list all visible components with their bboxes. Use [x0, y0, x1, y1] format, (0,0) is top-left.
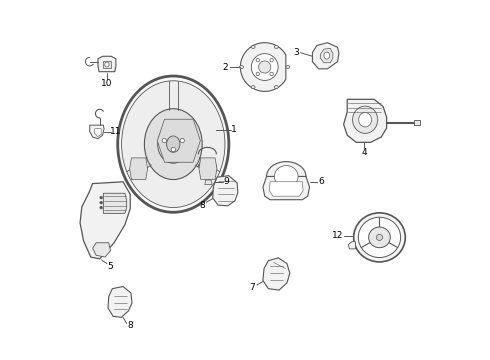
Ellipse shape: [167, 136, 180, 152]
Text: 8: 8: [127, 321, 133, 330]
Polygon shape: [199, 158, 217, 179]
Ellipse shape: [256, 72, 260, 76]
Polygon shape: [263, 176, 310, 200]
Ellipse shape: [368, 227, 391, 248]
Polygon shape: [213, 176, 238, 206]
Ellipse shape: [118, 76, 229, 212]
Ellipse shape: [100, 201, 102, 204]
Polygon shape: [263, 258, 290, 290]
Polygon shape: [270, 182, 303, 196]
Polygon shape: [103, 193, 126, 213]
Text: 5: 5: [108, 262, 113, 271]
Text: 6: 6: [318, 177, 324, 186]
Polygon shape: [203, 170, 214, 175]
Polygon shape: [130, 158, 147, 179]
Ellipse shape: [353, 106, 378, 134]
Ellipse shape: [251, 45, 255, 49]
Ellipse shape: [180, 138, 184, 143]
Ellipse shape: [274, 86, 278, 89]
Text: 8: 8: [199, 201, 205, 210]
Polygon shape: [320, 48, 333, 63]
Polygon shape: [205, 180, 212, 185]
Text: 10: 10: [101, 79, 113, 88]
Ellipse shape: [270, 58, 273, 62]
Ellipse shape: [324, 52, 330, 59]
Ellipse shape: [162, 138, 167, 143]
Polygon shape: [93, 243, 111, 257]
Text: 7: 7: [250, 283, 255, 292]
Text: 3: 3: [293, 48, 299, 57]
Ellipse shape: [122, 81, 225, 207]
Ellipse shape: [376, 234, 383, 240]
Polygon shape: [348, 242, 355, 249]
Ellipse shape: [259, 61, 271, 73]
Ellipse shape: [256, 58, 260, 62]
Ellipse shape: [251, 86, 255, 89]
Polygon shape: [241, 43, 286, 91]
Polygon shape: [313, 42, 339, 69]
Polygon shape: [108, 287, 132, 318]
Ellipse shape: [100, 196, 102, 199]
Ellipse shape: [358, 217, 401, 257]
Ellipse shape: [274, 166, 298, 187]
Ellipse shape: [354, 213, 405, 262]
Polygon shape: [90, 125, 104, 139]
Text: 4: 4: [361, 148, 367, 157]
Polygon shape: [102, 61, 111, 68]
Text: 1: 1: [231, 125, 237, 134]
Ellipse shape: [145, 109, 202, 180]
Text: 11: 11: [110, 127, 122, 136]
Ellipse shape: [267, 162, 306, 191]
Ellipse shape: [158, 125, 189, 163]
Polygon shape: [95, 129, 101, 136]
Ellipse shape: [105, 62, 109, 67]
Polygon shape: [414, 120, 420, 126]
Ellipse shape: [274, 45, 278, 49]
Ellipse shape: [359, 113, 371, 127]
Ellipse shape: [240, 66, 244, 68]
Polygon shape: [98, 56, 116, 72]
Ellipse shape: [171, 147, 175, 152]
Text: 9: 9: [223, 177, 229, 186]
Ellipse shape: [100, 206, 102, 209]
Text: 2: 2: [222, 63, 228, 72]
Polygon shape: [343, 99, 387, 142]
Polygon shape: [80, 182, 130, 259]
Ellipse shape: [270, 72, 273, 76]
Text: 12: 12: [332, 231, 343, 240]
Ellipse shape: [251, 54, 278, 80]
Polygon shape: [157, 119, 200, 162]
Ellipse shape: [286, 66, 290, 68]
